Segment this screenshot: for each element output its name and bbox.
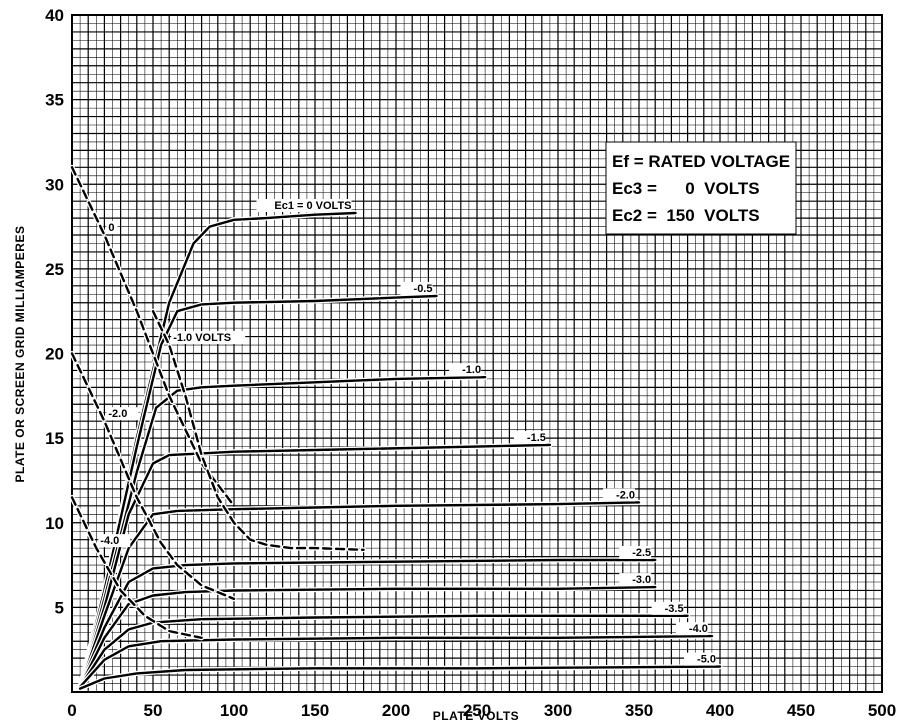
curve-label: -1.0 <box>462 364 481 376</box>
curve-label: -3.5 <box>665 603 684 615</box>
x-tick-label: 450 <box>787 701 815 720</box>
x-tick-label: 100 <box>220 701 248 720</box>
x-tick-label: 300 <box>544 701 572 720</box>
curve-label-bg <box>619 545 652 559</box>
curve-label-bg <box>98 534 131 548</box>
curve-label-bg <box>675 622 708 636</box>
plate-current-curve-3 <box>78 443 552 689</box>
y-tick-label: 15 <box>45 429 64 448</box>
screen-current-curve-13 <box>70 496 203 639</box>
curve-label: -4.0 <box>100 535 119 547</box>
legend: Ef = RATED VOLTAGE Ec3 = 0 VOLTS Ec2 = 1… <box>605 141 797 235</box>
curve-label: -2.5 <box>632 547 651 559</box>
x-tick-label: 500 <box>868 701 896 720</box>
y-tick-label: 10 <box>45 514 64 533</box>
y-tick-label: 35 <box>45 91 64 110</box>
x-tick-label: 200 <box>382 701 410 720</box>
curve-label: -2.0 <box>108 408 127 420</box>
legend-box <box>605 141 797 235</box>
legend-line-filament: Ef = RATED VOLTAGE <box>612 152 790 171</box>
curve-label: -1.5 <box>527 432 546 444</box>
curve-label-bg <box>106 407 139 421</box>
plate-current-curve-6 <box>78 585 657 689</box>
y-axis-label: PLATE OR SCREEN GRID MILLIAMPERES <box>13 226 27 483</box>
curve-label-bg <box>400 281 433 295</box>
curve-label-bg <box>603 488 635 502</box>
curve-label: -4.0 <box>689 623 708 635</box>
plate-current-curve-8 <box>78 634 714 689</box>
x-axis-label: PLATE VOLTS <box>433 709 519 723</box>
x-tick-label: 400 <box>706 701 734 720</box>
curve-label: -3.0 <box>632 574 651 586</box>
curve-label-bg <box>449 363 482 377</box>
plate-current-curve-9 <box>78 665 722 690</box>
curve-label-bg <box>106 221 118 235</box>
x-tick-label: 0 <box>67 701 76 720</box>
curve-label: -0.5 <box>414 283 433 295</box>
x-tick-label: 350 <box>625 701 653 720</box>
plate-current-curve-1 <box>78 294 438 689</box>
curve-label-bg <box>619 573 652 587</box>
plate-current-curve-7 <box>78 614 689 689</box>
curve-label: Ec1 = 0 VOLTS <box>274 200 351 212</box>
y-tick-label: 20 <box>45 345 64 364</box>
y-tick-label: 40 <box>45 6 64 25</box>
plate-current-curve-5 <box>78 558 657 689</box>
x-tick-label: 150 <box>301 701 329 720</box>
curve-label: -5.0 <box>697 654 716 666</box>
curve-label: 0 <box>108 222 114 234</box>
y-tick-label: 30 <box>45 175 64 194</box>
x-tick-label: 250 <box>463 701 491 720</box>
legend-line-ec2: Ec2 = 150 VOLTS <box>612 206 760 225</box>
y-tick-label: 5 <box>55 598 64 617</box>
curve-label: -1.0 VOLTS <box>173 332 231 344</box>
curve-label-bg <box>651 601 684 615</box>
legend-line-ec3: Ec3 = 0 VOLTS <box>612 179 760 198</box>
curve-label: -2.0 <box>616 489 635 501</box>
screen-current-curve-11 <box>151 310 365 551</box>
curve-label-bg <box>684 652 716 666</box>
screen-current-curve-12 <box>70 352 236 601</box>
y-tick-label: 25 <box>45 260 64 279</box>
curve-label-bg <box>513 430 546 444</box>
curve-label-bg <box>256 199 352 213</box>
curve-label-bg <box>171 331 246 345</box>
x-tick-label: 50 <box>144 701 163 720</box>
